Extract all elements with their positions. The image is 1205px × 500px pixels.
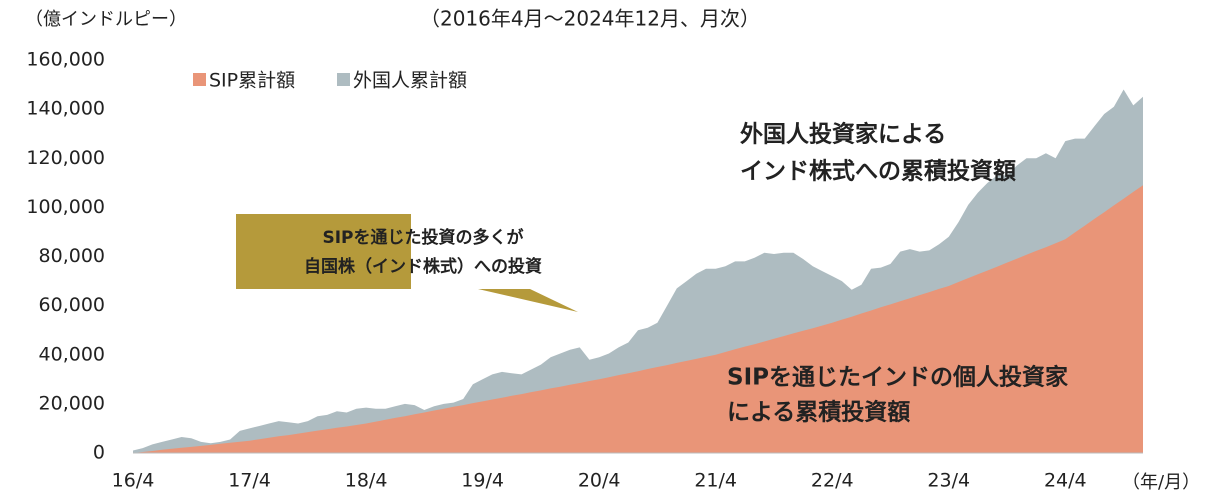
y-tick-label: 20,000 xyxy=(39,392,105,414)
plot xyxy=(133,89,1143,454)
y-tick-label: 0 xyxy=(93,442,105,464)
y-tick-label: 160,000 xyxy=(26,49,105,71)
x-tick-label: 18/4 xyxy=(345,470,388,492)
annotation: インド株式への累積投資額 xyxy=(740,158,1016,185)
legend-swatch xyxy=(337,73,350,86)
callout-text: 自国株（インド株式）への投資 xyxy=(304,256,542,277)
y-tick-label: 120,000 xyxy=(26,147,105,169)
y-tick-label: 60,000 xyxy=(39,294,105,316)
subtitle: （2016年4月～2024年12月、月次） xyxy=(420,7,760,31)
x-tick-label: 19/4 xyxy=(461,470,504,492)
y-tick-label: 140,000 xyxy=(26,98,105,120)
legend-label: 外国人累計額 xyxy=(353,70,467,92)
annotation: 外国人投資家による xyxy=(740,121,946,148)
x-tick-label: 24/4 xyxy=(1044,470,1087,492)
x-tick-label: 20/4 xyxy=(578,470,621,492)
annotation: による累積投資額 xyxy=(727,399,910,426)
x-tick-label: 22/4 xyxy=(811,470,854,492)
annotation: SIPを通じたインドの個人投資家 xyxy=(727,364,1068,391)
x-tick-label: 17/4 xyxy=(228,470,271,492)
x-axis-label: （年/月） xyxy=(1122,472,1200,493)
y-tick-label: 100,000 xyxy=(26,196,105,218)
x-tick-label: 21/4 xyxy=(694,470,737,492)
y-tick-label: 80,000 xyxy=(39,245,105,267)
callout-box xyxy=(236,214,578,312)
area xyxy=(133,185,1143,454)
x-tick-label: 16/4 xyxy=(112,470,155,492)
legend-label: SIP累計額 xyxy=(209,70,295,92)
y-axis-label: （億インドルピー） xyxy=(25,9,187,30)
legend-swatch xyxy=(193,73,206,86)
y-tick-label: 40,000 xyxy=(39,343,105,365)
x-tick-label: 23/4 xyxy=(927,470,970,492)
callout-text: SIPを通じた投資の多くが xyxy=(322,227,523,248)
